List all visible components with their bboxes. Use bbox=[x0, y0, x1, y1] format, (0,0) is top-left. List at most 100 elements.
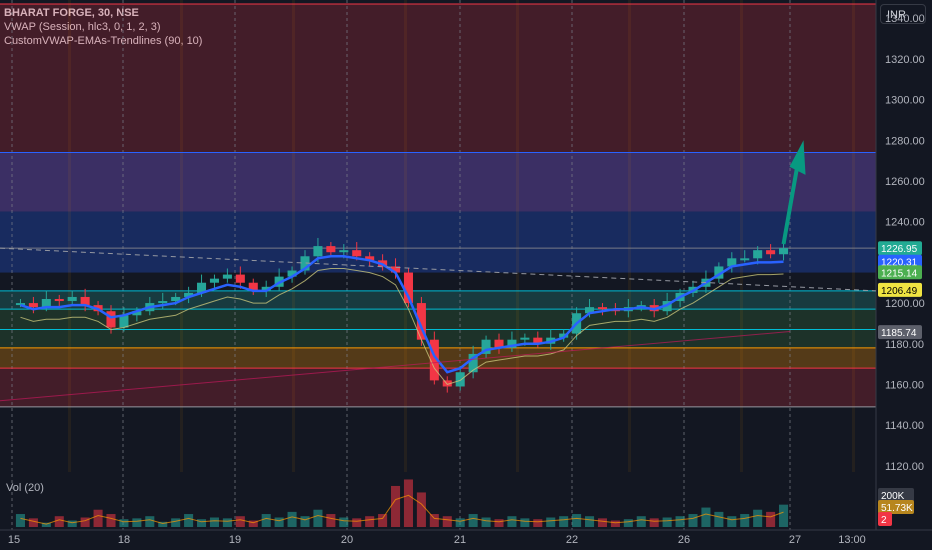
candle-body bbox=[740, 258, 750, 261]
candle-body bbox=[41, 299, 51, 308]
volume-bar bbox=[533, 519, 543, 527]
candle-body bbox=[753, 250, 763, 259]
volume-bar bbox=[119, 519, 129, 527]
volume-bar bbox=[287, 511, 297, 527]
zone-band-1 bbox=[0, 152, 876, 212]
price-tick-label: 1260.00 bbox=[885, 176, 925, 188]
volume-badge-label: 2 bbox=[881, 515, 887, 526]
volume-bar bbox=[766, 511, 776, 527]
price-tick-label: 1300.00 bbox=[885, 95, 925, 107]
candle-body bbox=[184, 292, 194, 297]
volume-bar bbox=[468, 514, 478, 527]
candle-body bbox=[171, 296, 181, 302]
candle-body bbox=[261, 286, 271, 291]
vwap-indicator-label[interactable]: VWAP (Session, hlc3, 0, 1, 2, 3) bbox=[4, 20, 202, 34]
candle-body bbox=[494, 339, 504, 348]
candle-body bbox=[28, 303, 38, 308]
custom-indicator-label[interactable]: CustomVWAP-EMAs-Trendlines (90, 10) bbox=[4, 34, 202, 48]
candle-body bbox=[313, 246, 323, 257]
price-badge-label: 1185.74 bbox=[881, 328, 917, 339]
volume-bar bbox=[481, 517, 491, 527]
candle-body bbox=[132, 311, 142, 316]
volume-bar bbox=[649, 518, 659, 527]
price-tick-label: 1160.00 bbox=[885, 379, 924, 391]
price-tick-label: 1320.00 bbox=[885, 54, 925, 66]
volume-bar bbox=[145, 516, 155, 527]
volume-bar bbox=[688, 514, 698, 527]
candle-body bbox=[442, 380, 452, 387]
volume-bar bbox=[520, 518, 530, 527]
session-shade bbox=[68, 0, 71, 472]
volume-bar bbox=[41, 522, 51, 527]
chart-legend: BHARAT FORGE, 30, NSE VWAP (Session, hlc… bbox=[4, 6, 202, 48]
volume-bar bbox=[197, 519, 207, 527]
volume-bar bbox=[378, 514, 388, 527]
volume-bar bbox=[455, 518, 465, 527]
price-badge-label: 1215.14 bbox=[881, 268, 918, 279]
candle-body bbox=[235, 274, 245, 283]
volume-bar bbox=[546, 517, 556, 527]
candle-body bbox=[15, 303, 25, 306]
volume-bar bbox=[171, 518, 181, 527]
time-tick-label: 13:00 bbox=[838, 534, 866, 546]
price-badge-1 bbox=[878, 254, 922, 269]
volume-bar bbox=[313, 509, 323, 527]
session-shade bbox=[852, 0, 855, 472]
volume-bar bbox=[54, 516, 64, 527]
volume-bar bbox=[727, 516, 737, 527]
volume-bar bbox=[235, 516, 245, 527]
session-shade bbox=[516, 0, 519, 472]
volume-bar bbox=[636, 516, 646, 527]
candle-body bbox=[559, 333, 569, 338]
candle-body bbox=[507, 339, 517, 348]
volume-bar bbox=[28, 518, 38, 527]
volume-bar bbox=[623, 519, 633, 527]
candle-body bbox=[158, 301, 168, 304]
price-badge-label: 1220.31 bbox=[881, 258, 918, 269]
currency-button[interactable]: INR bbox=[880, 4, 926, 24]
volume-bar bbox=[209, 517, 219, 527]
volume-bar bbox=[80, 517, 90, 527]
candle-body bbox=[248, 282, 258, 291]
time-tick-label: 19 bbox=[229, 534, 241, 546]
trend-line bbox=[0, 331, 791, 402]
volume-bar bbox=[326, 514, 336, 527]
volume-bar bbox=[67, 520, 77, 527]
candle-body bbox=[429, 339, 439, 381]
price-tick-label: 1340.00 bbox=[885, 13, 925, 25]
vwap-line bbox=[20, 255, 784, 374]
volume-bar bbox=[610, 520, 620, 527]
trend-arrow-shaft bbox=[781, 164, 800, 245]
candle-body bbox=[287, 270, 297, 277]
volume-bar bbox=[339, 517, 349, 527]
candle-body bbox=[779, 248, 789, 255]
price-badge-3 bbox=[878, 282, 922, 297]
candle-body bbox=[481, 339, 491, 354]
volume-bar bbox=[93, 509, 103, 527]
session-shade bbox=[404, 0, 407, 472]
price-badge-2 bbox=[878, 265, 922, 280]
volume-label[interactable]: Vol (20) bbox=[6, 482, 44, 494]
zone-band-3 bbox=[0, 290, 876, 310]
volume-bar bbox=[274, 517, 284, 527]
volume-ma-line bbox=[20, 494, 784, 525]
volume-bar bbox=[597, 518, 607, 527]
projection-line bbox=[0, 247, 877, 292]
candle-body bbox=[339, 250, 349, 253]
time-tick-label: 26 bbox=[678, 534, 690, 546]
time-tick-label: 21 bbox=[454, 534, 466, 546]
session-shade bbox=[628, 0, 631, 472]
symbol-title[interactable]: BHARAT FORGE, 30, NSE bbox=[4, 6, 202, 20]
candle-body bbox=[300, 256, 310, 271]
volume-bar bbox=[261, 514, 271, 527]
volume-badge-2 bbox=[878, 512, 892, 526]
volume-bar bbox=[753, 509, 763, 527]
volume-bar bbox=[675, 516, 685, 527]
price-badge-4 bbox=[878, 325, 922, 340]
volume-bar bbox=[585, 516, 595, 527]
candle-body bbox=[468, 353, 478, 373]
session-shade bbox=[292, 0, 295, 472]
volume-bar bbox=[559, 516, 569, 527]
volume-bar bbox=[15, 514, 25, 527]
